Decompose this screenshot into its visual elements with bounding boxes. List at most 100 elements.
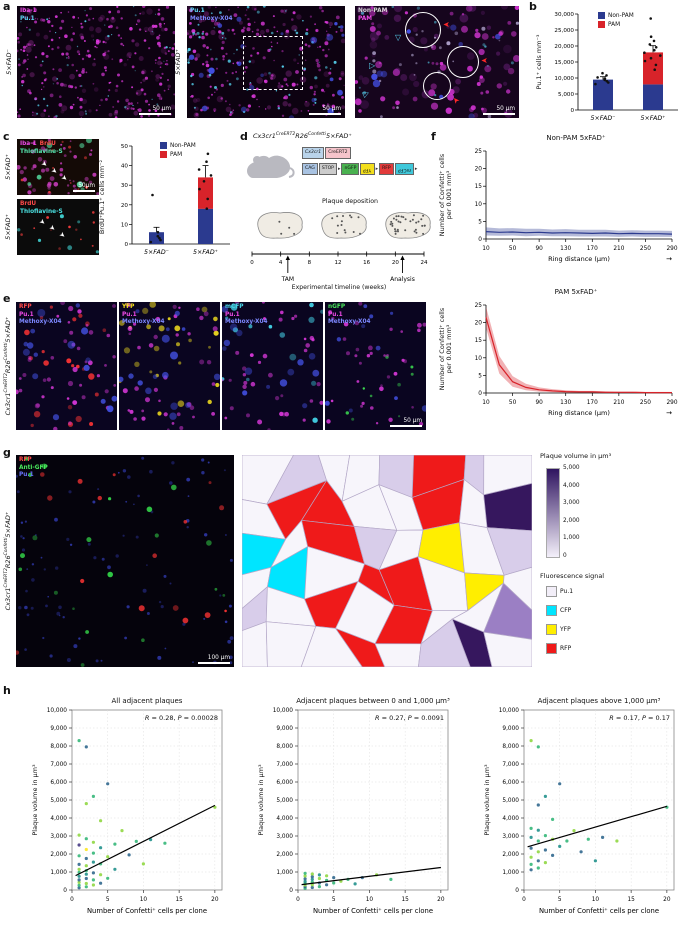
gradient-tick: 2,000	[563, 517, 580, 524]
svg-text:50: 50	[509, 400, 517, 406]
svg-text:250: 250	[640, 400, 651, 406]
scale-bar: 50μm	[73, 183, 95, 192]
svg-text:0: 0	[296, 897, 300, 903]
svg-text:25,000: 25,000	[554, 28, 574, 34]
legend-item-nonpam: Non-PAM	[160, 142, 196, 149]
svg-text:8,000: 8,000	[50, 744, 67, 750]
marker-tags: Pu.1 Methoxy-X04	[190, 8, 233, 23]
marker-yfp-label: YFP	[122, 304, 135, 310]
svg-text:15,000: 15,000	[554, 60, 574, 66]
scale-bar-text: 50μm	[78, 183, 95, 189]
stop-label: STOP	[321, 166, 334, 171]
ngfp-box: nGFP	[341, 163, 360, 175]
panel-h-label: h	[3, 684, 11, 697]
brain-mid-icon	[318, 208, 370, 242]
scatter1-ylabel: Plaque volume in μm³	[31, 764, 40, 836]
scale-bar-text: 50 μm	[496, 106, 515, 112]
marker-thioflavine-label: Thioflavine-S	[20, 208, 63, 215]
marker-brdu-label: BrdU	[20, 201, 37, 207]
svg-text:Number of Confetti⁺ cells per: Number of Confetti⁺ cells per clone	[87, 907, 207, 915]
marker-methoxy-label: Methoxy-X04	[19, 319, 62, 326]
gradient-tick: 5,000	[563, 465, 580, 471]
svg-text:5,000: 5,000	[50, 798, 67, 804]
svg-text:→: →	[666, 409, 672, 417]
svg-text:Ring distance (μm): Ring distance (μm)	[548, 255, 610, 263]
svg-text:Ring distance (μm): Ring distance (μm)	[548, 409, 610, 417]
pu1-cells-bar-chart: 0 5,000 10,000 15,000 20,000 25,000 30,000 5×FA…	[548, 8, 682, 124]
marker-pu1-label: Pu.1	[122, 311, 137, 318]
marker-tags: YFP Pu.1 Methoxy-X04	[122, 304, 165, 327]
svg-text:250: 250	[640, 246, 651, 252]
pam-ring-chart-title: PAM 5xFAD⁺	[554, 288, 598, 296]
gradient-tick: 4,000	[563, 482, 580, 489]
cyan-open-arrowhead-icon: ▷	[369, 61, 376, 70]
scale-bar-line	[309, 113, 341, 115]
scale-bar: 50 μm	[139, 106, 171, 115]
pam-ring-distance-chart: 0 5 10 15 20 25 10 50 90 130 170 210 250 290 Ring dist…	[462, 299, 682, 417]
svg-text:16: 16	[363, 260, 370, 266]
strain-allele: CreERT2	[275, 132, 296, 137]
microscopy-5xfad-neg-image: Iba-1 Pu.1 50 μm	[17, 6, 175, 118]
svg-text:5×FAD⁺: 5×FAD⁺	[640, 115, 665, 122]
svg-text:210: 210	[613, 246, 624, 252]
svg-text:5: 5	[106, 897, 110, 903]
svg-text:Number of Confetti⁺ cells per: Number of Confetti⁺ cells per clone	[313, 907, 433, 915]
marker-pu1-label: Pu.1	[328, 311, 343, 318]
svg-text:5: 5	[332, 897, 336, 903]
marker-tags: nGFP Pu.1 Methoxy-X04	[328, 304, 371, 327]
marker-pu1-label: Pu.1	[225, 311, 240, 318]
svg-text:170: 170	[587, 400, 598, 406]
marker-brdu-label: BrdU	[39, 141, 56, 147]
marker-iba1-label: Iba-1	[20, 141, 37, 147]
svg-text:0: 0	[522, 897, 526, 903]
svg-text:20: 20	[475, 167, 483, 173]
svg-text:3,000: 3,000	[276, 834, 293, 840]
marker-pu1-label: Pu.1	[19, 311, 34, 318]
svg-text:0: 0	[250, 260, 254, 266]
brain-early-icon	[254, 208, 306, 242]
brdu-pu1-bar-chart: 0 10 20 30 40 50 5×FAD⁻ 5×FAD⁺	[112, 140, 234, 258]
svg-text:170: 170	[587, 246, 598, 252]
cag-label: CAG	[305, 166, 315, 171]
strain-title: Cx3cr1CreERT2R26Confetti5×FAD⁺	[4, 511, 13, 611]
svg-text:4,000: 4,000	[502, 816, 519, 822]
svg-text:6,000: 6,000	[502, 780, 519, 786]
svg-text:10: 10	[475, 356, 483, 362]
gradient-tick: 1,000	[563, 535, 580, 542]
svg-text:R = 0.17, P = 0.17: R = 0.17, P = 0.17	[609, 714, 670, 722]
pam-ring-chart-ylabel: Number of Confetti⁺ cells per 0.001 mm³	[437, 307, 454, 391]
microscopy-pam-zoom-image: Non-PAM PAM ➤ ➤ ➤ ▷ ▷ ▷ 50 μm	[355, 6, 519, 118]
pam-tag: PAM	[358, 15, 372, 22]
confetti-mcfp-image: mCFP Pu.1 Methoxy-X04	[222, 302, 323, 430]
gradient-tick: 3,000	[563, 500, 580, 507]
svg-text:210: 210	[613, 400, 624, 406]
svg-text:7,000: 7,000	[276, 762, 293, 768]
svg-text:15: 15	[475, 338, 483, 344]
legend-swatch	[160, 151, 167, 158]
marker-pu1-label: Pu.1	[19, 472, 34, 479]
pam-circle-annotation	[423, 72, 451, 100]
roi-dashed-box	[243, 36, 303, 90]
microscopy-5xfad-pos-image: Pu.1 Methoxy-X04 50 μm	[187, 6, 345, 118]
scale-bar-text: 100 μm	[207, 655, 230, 661]
legend-item-pam: PAM	[160, 151, 196, 158]
svg-text:8: 8	[308, 260, 312, 266]
svg-text:5×FAD⁺: 5×FAD⁺	[193, 249, 218, 256]
strain-allele: Confetti	[308, 132, 326, 137]
panel-c-img1-side-label: 5×FAD⁺	[4, 154, 13, 180]
svg-text:15: 15	[401, 897, 409, 903]
nonpam-ring-chart-ylabel: Number of Confetti⁺ cells per 0.001 mm³	[437, 153, 454, 237]
svg-text:10,000: 10,000	[273, 708, 294, 714]
svg-text:30: 30	[121, 183, 129, 189]
marker-methoxy-label: Methoxy-X04	[225, 319, 268, 326]
scale-bar: 50 μm	[390, 418, 422, 427]
scale-bar-line	[390, 425, 422, 427]
brain-sequence	[254, 208, 434, 242]
scatter-small-plaques: 0 1,000 2,000 3,000 4,000 5,000 6,000 7,000 8,00…	[258, 694, 456, 916]
svg-text:5: 5	[558, 897, 562, 903]
svg-text:9,000: 9,000	[502, 726, 519, 732]
svg-text:20,000: 20,000	[554, 44, 574, 50]
panel-e-label: e	[3, 292, 11, 305]
svg-text:130: 130	[560, 246, 571, 252]
fluorescence-legend: Pu.1 CFP YFP RFP	[546, 586, 573, 656]
